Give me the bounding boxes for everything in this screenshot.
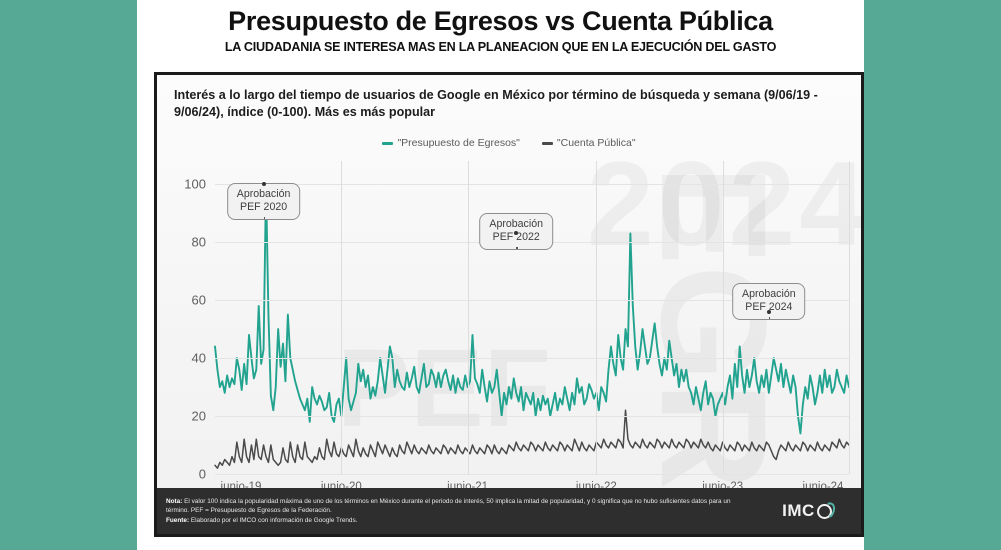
- line-cuenta-publica: [215, 410, 849, 468]
- legend-label-presupuesto: "Presupuesto de Egresos": [397, 137, 520, 149]
- source-text: Elaborado por el IMCO con información de…: [190, 516, 358, 524]
- imco-logo-text: IMC: [782, 501, 815, 520]
- poster-page: Presupuesto de Egresos vs Cuenta Pública…: [137, 0, 864, 550]
- annotation-line-2: PEF 2024: [745, 300, 793, 313]
- annotation-dot: [514, 231, 519, 236]
- note-text: El valor 100 indica la popularidad máxim…: [166, 497, 731, 515]
- imco-logo-ring-icon: [816, 503, 832, 519]
- gridline-vertical: [722, 161, 724, 474]
- gridline-vertical: [849, 161, 850, 474]
- legend-item-presupuesto[interactable]: "Presupuesto de Egresos": [382, 137, 520, 149]
- annotation-line-2: PEF 2022: [492, 230, 540, 243]
- gridline-horizontal: [215, 300, 849, 302]
- legend-item-cuenta[interactable]: "Cuenta Pública": [541, 137, 636, 149]
- annotation-3: Aprobación PEF 2024: [732, 283, 806, 320]
- annotation-stem: [516, 247, 518, 249]
- legend-swatch-cuenta: [541, 141, 553, 145]
- chart-footer: Nota: El valor 100 indica la popularidad…: [157, 488, 861, 534]
- note-label: Nota:: [166, 497, 183, 505]
- y-axis-label: 80: [191, 234, 206, 250]
- legend-swatch-presupuesto: [382, 141, 394, 145]
- annotation-stem: [263, 217, 265, 219]
- gridline-horizontal: [215, 474, 849, 475]
- line-presupuesto-de-egresos: [215, 184, 849, 433]
- annotation-line-1: Aprobación: [742, 288, 796, 300]
- chart-card: 2024 EGRESOS PEF Interés a lo largo del …: [154, 72, 864, 537]
- annotation-line-1: Aprobación: [489, 218, 544, 230]
- annotation-1: Aprobación PEF 2020: [226, 183, 301, 220]
- imco-logo: IMC: [753, 501, 861, 521]
- annotation-line-2: PEF 2020: [240, 200, 288, 213]
- annotation-dot: [261, 182, 266, 187]
- annotation-2: Aprobación PEF 2022: [479, 213, 554, 250]
- y-axis-label: 100: [184, 176, 206, 192]
- legend-label-cuenta: "Cuenta Pública": [556, 137, 636, 149]
- annotation-line-1: Aprobación: [236, 188, 291, 200]
- gridline-horizontal: [215, 184, 849, 186]
- source-label: Fuente:: [166, 516, 190, 524]
- gridline-vertical: [467, 161, 469, 474]
- page-title: Presupuesto de Egresos vs Cuenta Pública: [228, 6, 773, 36]
- gridline-horizontal: [215, 416, 849, 418]
- gridline-vertical: [596, 161, 598, 474]
- plot-area: 0 20 40 60 80 100 junio-19 junio-20 junio-21 juni…: [184, 161, 850, 493]
- y-axis-label: 20: [191, 408, 206, 424]
- gridline-vertical: [341, 161, 343, 474]
- annotation-dot: [766, 309, 771, 314]
- chart-caption: Interés a lo largo del tiempo de usuario…: [174, 88, 818, 120]
- footer-note: Nota: El valor 100 indica la popularidad…: [157, 497, 753, 526]
- y-axis-label: 40: [191, 350, 206, 366]
- page-subtitle: LA CIUDADANIA SE INTERESA MAS EN LA PLAN…: [224, 40, 777, 54]
- y-axis-label: 60: [191, 292, 206, 308]
- chart-card-background: 2024 EGRESOS PEF Interés a lo largo del …: [157, 75, 861, 534]
- chart-legend: "Presupuesto de Egresos" "Cuenta Pública…: [157, 137, 861, 149]
- series-lines: [215, 161, 849, 474]
- y-axis-label: 0: [198, 466, 206, 482]
- annotation-stem: [768, 317, 771, 319]
- gridline-horizontal: [215, 358, 849, 360]
